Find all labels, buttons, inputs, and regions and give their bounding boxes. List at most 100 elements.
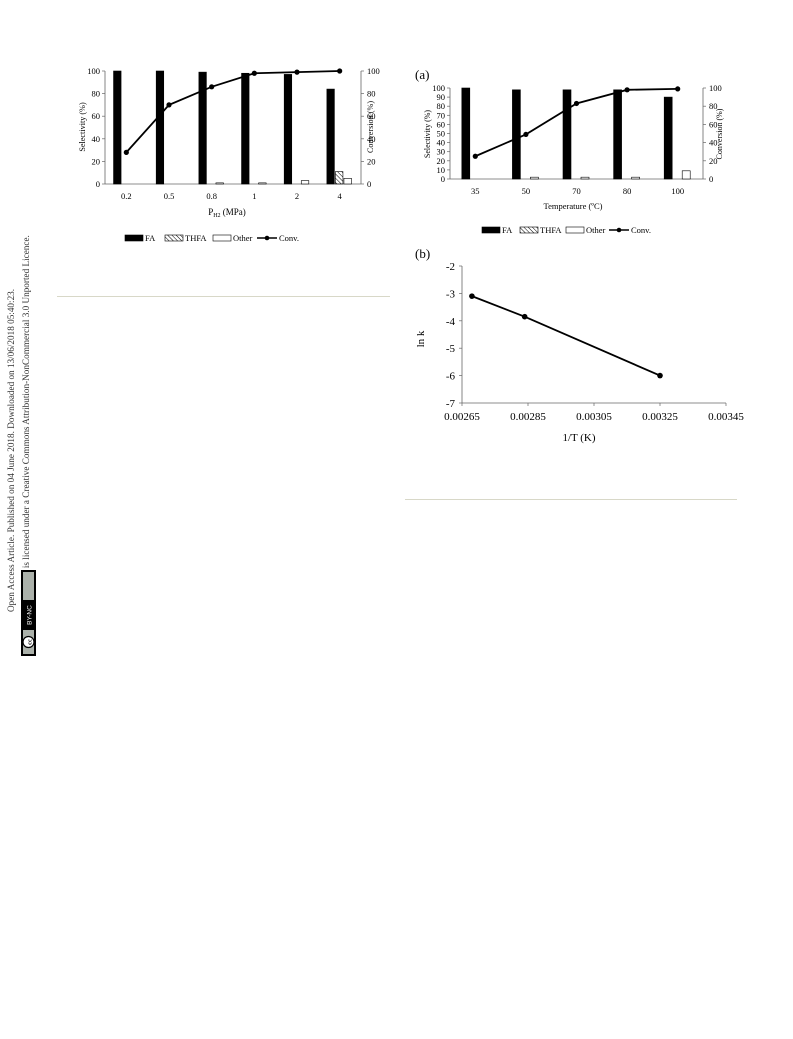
chart1-bar-fa [326,88,335,185]
chart2-y-tick-label: 70 [437,110,446,120]
chart2-y2-tick-label: 60 [709,119,718,129]
chart3-x-tick-label: 0.00305 [576,411,612,423]
chart1-y-tick-label: 40 [92,134,101,144]
chart1-y-tick-label: 60 [92,111,101,121]
chart2-x-tick-label: 100 [671,186,684,196]
chart1-bar-other [300,180,310,185]
chart1-legend-label-conv: Conv. [279,233,299,243]
chart3-x-tick-label: 0.00325 [642,411,678,423]
chart3-y-tick-label: -4 [446,316,456,328]
chart2-y2-tick-label: 80 [709,101,718,111]
chart1-bar-fa [155,70,165,185]
chart2-legend-label-thfa: THFA [540,225,562,235]
cc-circle-icon [22,635,35,649]
arrhenius-plot: (b) -2 -3 -4 -5 -6 -70.00265 0.00285 0.00305 0.0… [415,246,744,444]
chart1-y-tick-label: 0 [96,179,100,189]
chart2-y-tick-label: 60 [437,119,446,129]
chart2-y-tick-label: 10 [437,165,446,175]
chart2-y-tick-label: 80 [437,101,446,111]
chart2-y-tick-label: 50 [437,129,446,139]
chart2-bar-fa [562,89,572,180]
chart2-y2-tick-label: 100 [709,83,722,93]
divider-right [405,499,737,500]
chart1-bar-fa [283,74,293,185]
chart2-y2-tick-label: 20 [709,156,718,166]
sidebar-line-license: This article is licensed under a Creativ… [21,235,31,612]
chart2-conversion-line [474,88,678,158]
chart1-legend-swatch-fa [124,234,144,242]
chart1-conversion-point [251,70,257,76]
chart1-y2-axis-label: Conversion (%) [366,101,375,153]
chart2-legend-marker-conv [616,227,622,233]
chart3-y-axis-label: ln k [415,330,427,347]
chart1-conversion-line [125,70,340,153]
chart1-bar-other [258,182,267,185]
chart3-y-tick-label: -2 [446,261,455,273]
chart1-x-tick-label: 4 [338,191,343,201]
chart1-bar-fa [113,70,122,185]
chart3-x-tick-label: 0.00265 [444,411,480,423]
chart2-legend: FA THFA Other Conv. [481,225,651,235]
chart2-x-tick-label: 70 [572,186,581,196]
chart1-x-tick-label: 0.5 [164,191,175,201]
chart3-y-tick-label: -6 [446,371,456,383]
chart2-y2-tick-label: 40 [709,138,718,148]
chart1-x-tick-label: 0.2 [121,191,132,201]
chart2-bar-fa [512,89,521,180]
chart2-x-tick-label: 80 [623,186,632,196]
temperature-selectivity-chart: (a) 010203040506070809010002040608010035… [415,67,724,235]
chart2-conversion-point [472,153,478,159]
chart1-x-tick-label: 2 [295,191,299,201]
chart2-conversion-point [675,86,681,92]
badge-label-bg [23,600,34,630]
chart3-x-axis-label: 1/T (K) [562,432,595,444]
chart1-y-tick-label: 100 [87,66,100,76]
chart1-x-tick-label: 1 [252,191,256,201]
chart2-y-tick-label: 0 [441,174,445,184]
chart1-legend-marker-conv [264,235,270,241]
badge-by-nc-text: BY-NC [26,605,33,625]
chart1-legend: FA THFA Other Conv. [124,233,299,243]
chart2-bar-other [631,176,640,180]
chart1-bar-fa [241,72,250,185]
chart2-x-axis-label: Temperature (ºC) [544,201,603,211]
cc-by-nc-badge[interactable]: cc BY-NC [21,570,36,656]
chart2-y2-tick-label: 0 [709,174,713,184]
chart1-bar-other [343,178,352,185]
chart1-bar-fa [198,71,207,185]
chart1-y-axis-label: Selectivity (%) [78,102,87,152]
chart2-bar-fa [461,87,471,180]
chart1-conversion-point [294,69,300,75]
chart1-y2-tick-label: 40 [367,134,376,144]
chart2-conversion-point [523,131,529,138]
chart3-y-tick-label: -3 [446,288,456,300]
chart2-legend-swatch-thfa [519,226,539,234]
badge-cc-text: cc [26,639,33,645]
chart2-y-tick-label: 40 [437,138,446,148]
pressure-selectivity-chart: 0 20 40 60 80 100 0 20 40 60 80 100 0.2 0.5 0.8 1 2 4 PH2… [78,66,380,243]
chart3-data-line [471,295,661,377]
sidebar-line-published: Open Access Article. Published on 04 Jun… [6,289,16,612]
chart2-y-axis-label: Selectivity (%) [423,110,432,159]
chart2-bar-other [530,176,539,180]
chart1-conversion-point [123,149,129,155]
chart3-x-tick-label: 0.00345 [708,411,744,423]
chart2-y-tick-label: 90 [437,92,446,102]
chart2-y-tick-label: 100 [432,83,445,93]
chart3-y-tick-label: -5 [446,343,456,355]
chart2-legend-label-other: Other [586,225,606,235]
chart1-legend-swatch-other [212,234,232,242]
chart3-data-point [521,313,528,320]
chart1-y2-tick-label: 60 [367,111,376,121]
chart1-legend-swatch-thfa [164,234,184,242]
chart1-y-tick-label: 20 [92,156,101,166]
chart3-data-point [469,293,475,299]
chart2-bar-fa [613,89,622,180]
chart2-bar-fa [663,96,673,180]
chart2-legend-swatch-other [565,226,585,234]
chart1-legend-label-thfa: THFA [185,233,207,243]
chart1-conversion-point [166,102,172,108]
chart2-x-tick-label: 35 [471,186,480,196]
chart2-panel-label: (a) [415,67,429,82]
chart1-legend-label-other: Other [233,233,253,243]
